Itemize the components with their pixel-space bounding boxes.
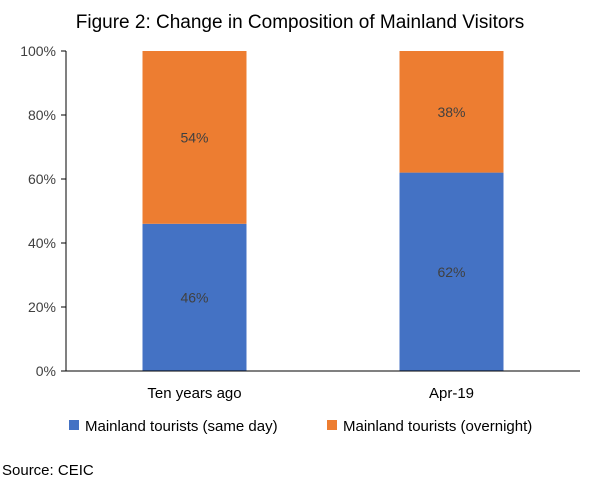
legend-label: Mainland tourists (overnight) (343, 418, 532, 435)
bar-data-label: 38% (437, 104, 465, 120)
bar-data-label: 54% (180, 129, 208, 145)
y-tick-label: 60% (28, 171, 56, 187)
bar-segment (142, 51, 247, 224)
bar-segment (399, 172, 504, 371)
x-category-label: Ten years ago (147, 385, 241, 402)
x-axis: Ten years ago Apr-19 (66, 370, 580, 402)
bars: 46% 54% 62% 38% (142, 51, 504, 371)
bar-data-label: 46% (180, 289, 208, 305)
x-category-label: Apr-19 (429, 385, 474, 402)
bar-segment (399, 51, 504, 173)
y-tick-label: 20% (28, 299, 56, 315)
chart-title: Figure 2: Change in Composition of Mainl… (76, 12, 525, 33)
y-tick-label: 100% (20, 43, 56, 59)
y-tick-label: 40% (28, 235, 56, 251)
bar-data-label: 62% (437, 264, 465, 280)
source-note: Source: CEIC (2, 462, 94, 479)
y-axis: 0% 20% 40% 60% 80% 100% (20, 43, 67, 379)
legend: Mainland tourists (same day) Mainland tou… (69, 418, 532, 435)
legend-swatch (327, 420, 337, 430)
bar-segment (142, 223, 247, 371)
legend-swatch (69, 420, 79, 430)
y-tick-label: 0% (36, 363, 56, 379)
y-tick-label: 80% (28, 107, 56, 123)
legend-label: Mainland tourists (same day) (85, 418, 278, 435)
